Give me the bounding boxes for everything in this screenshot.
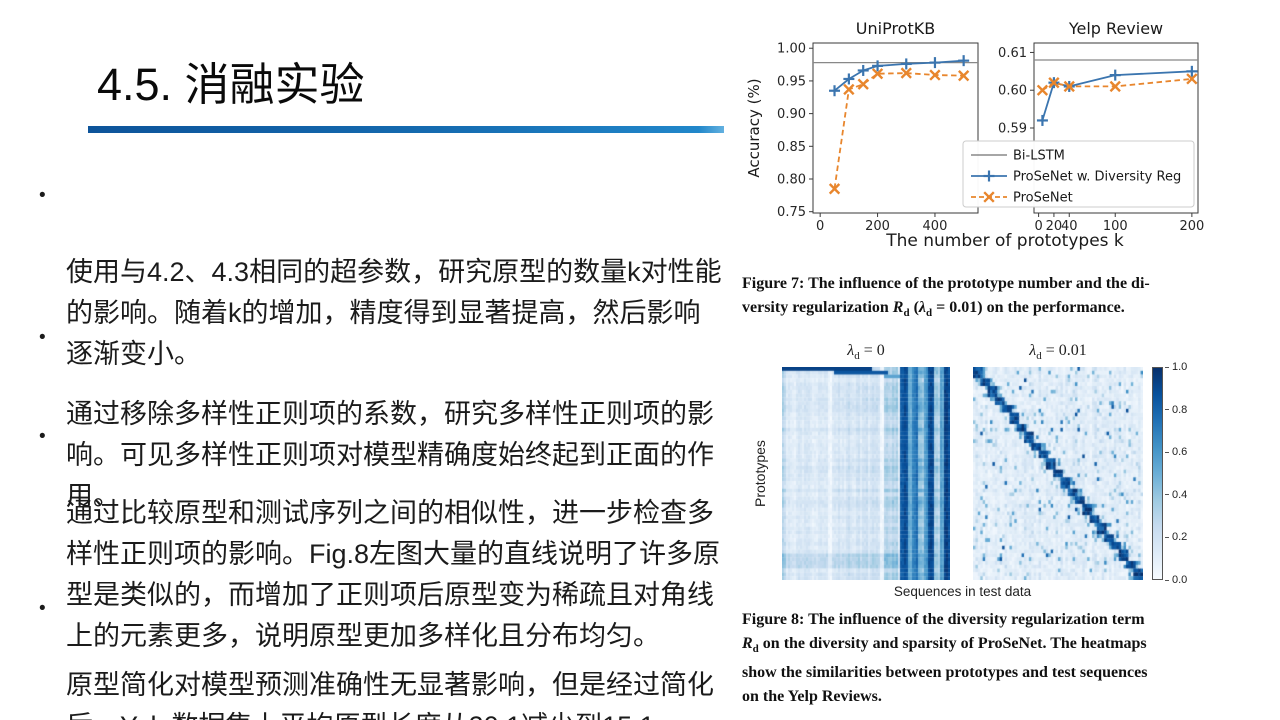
caption-line: on the Yelp Reviews.: [742, 687, 882, 705]
bullet-marker: •: [39, 598, 46, 619]
svg-text:0: 0: [1034, 219, 1042, 234]
colorbar: [1152, 367, 1163, 580]
bullet-item: • 原型简化对模型预测准确性无显著影响，但是经过简化 后，Yelp数据集上平均原…: [39, 583, 766, 720]
heatmap-y-axis-label: Prototypes: [752, 440, 768, 507]
chart-y-axis-label: Accuracy (%): [745, 78, 763, 177]
chart-title: UniProtKB: [856, 19, 935, 38]
legend-entry-label: Bi-LSTM: [1013, 149, 1065, 164]
colorbar-tick-label: 0.8: [1165, 404, 1187, 416]
bullet-text: 使用与4.2、4.3相同的超参数，研究原型的数量k对性能 的影响。随着k的增加，…: [66, 257, 722, 369]
caption-line: show the similarities between prototypes…: [742, 664, 1148, 682]
colorbar-tick-label: 0.6: [1165, 446, 1187, 458]
heatmap-lambda0-canvas: [782, 367, 950, 580]
caption-line: Rd on the diversity and sparsity of ProS…: [742, 634, 1147, 655]
svg-text:0.90: 0.90: [777, 107, 806, 122]
heatmap-right-title: λd = 0.01: [1029, 342, 1087, 363]
bullet-marker: •: [39, 185, 46, 206]
heatmap-x-axis-label: Sequences in test data: [893, 584, 1032, 599]
title-divider: [88, 126, 724, 133]
heatmap-lambda001-canvas: [973, 367, 1143, 580]
legend-entry-label: ProSeNet w. Diversity Reg: [1013, 170, 1181, 185]
colorbar-tick-label: 0.0: [1165, 574, 1187, 586]
svg-text:0.80: 0.80: [777, 173, 806, 188]
svg-text:20: 20: [1046, 219, 1063, 234]
svg-text:400: 400: [923, 219, 948, 234]
heatmap-left-title: λd = 0: [847, 342, 885, 363]
colorbar-tick-label: 0.4: [1165, 489, 1187, 501]
page-title: 4.5. 消融实验: [97, 59, 365, 110]
svg-text:0: 0: [816, 219, 824, 234]
bullet-marker: •: [39, 426, 46, 447]
figure8-caption: Figure 8: The influence of the diversity…: [742, 608, 1232, 708]
colorbar-tick-label: 0.2: [1165, 531, 1187, 543]
caption-line: Figure 7: The influence of the prototype…: [742, 275, 1150, 292]
chart-x-axis-label: The number of prototypes k: [885, 231, 1124, 251]
svg-text:0.75: 0.75: [777, 205, 806, 220]
caption-line: versity regularization Rd (λd = 0.01) on…: [742, 298, 1125, 319]
svg-text:0.95: 0.95: [777, 74, 806, 89]
chart-title: Yelp Review: [1068, 19, 1163, 38]
svg-text:200: 200: [1179, 219, 1204, 234]
bullet-item: • 使用与4.2、4.3相同的超参数，研究原型的数量k对性能 的影响。随着k的增…: [39, 170, 766, 375]
figure8-heatmaps: λd = 0 λd = 0.01 Prototypes 1.0 0.8 0.6 0.4…: [742, 342, 1280, 608]
svg-text:0.85: 0.85: [777, 140, 806, 155]
svg-text:1.00: 1.00: [777, 42, 806, 57]
colorbar-tick-label: 1.0: [1165, 361, 1187, 373]
svg-text:100: 100: [1103, 219, 1128, 234]
bullet-text: 原型简化对模型预测准确性无显著影响，但是经过简化 后，Yelp数据集上平均原型长…: [66, 670, 714, 720]
bullet-text: 通过比较原型和测试序列之间的相似性，进一步检查多 样性正则项的影响。Fig.8左…: [66, 498, 721, 651]
chart-legend-box: [962, 140, 1195, 208]
svg-text:0.59: 0.59: [998, 122, 1027, 137]
colorbar-tick-labels: 1.0 0.8 0.6 0.4 0.2 0.0: [1165, 361, 1199, 586]
svg-text:0.60: 0.60: [998, 84, 1027, 99]
svg-text:0.61: 0.61: [998, 46, 1027, 61]
svg-text:200: 200: [865, 219, 890, 234]
bullet-marker: •: [39, 327, 46, 348]
bullet-text: 通过移除多样性正则项的系数，研究多样性正则项的影 响。可见多样性正则项对模型精确…: [66, 399, 714, 511]
figure7-caption: Figure 7: The influence of the prototype…: [742, 272, 1280, 325]
legend-entry-label: ProSeNet: [1013, 191, 1073, 206]
bullet-item: • 通过比较原型和测试序列之间的相似性，进一步检查多 样性正则项的影响。Fig.…: [39, 411, 766, 657]
svg-text:40: 40: [1061, 219, 1078, 234]
caption-line: Figure 8: The influence of the diversity…: [742, 611, 1145, 628]
bullet-item: • 通过移除多样性正则项的系数，研究多样性正则项的影 响。可见多样性正则项对模型…: [39, 312, 766, 517]
